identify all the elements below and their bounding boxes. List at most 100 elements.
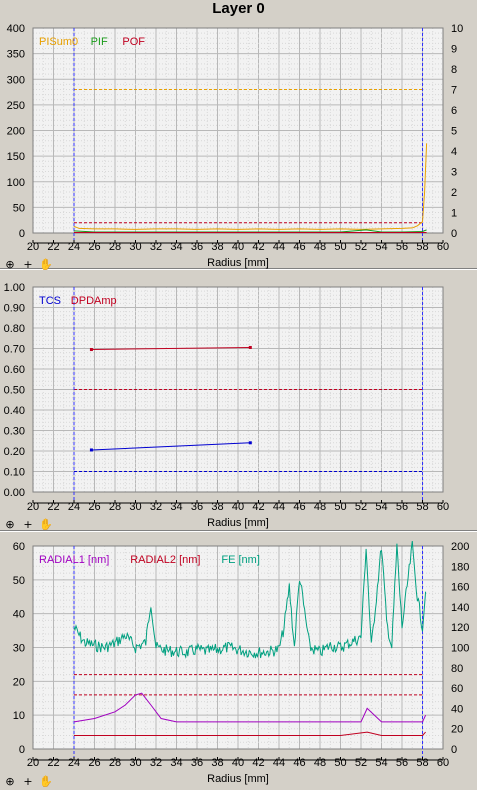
x-tick-label: 34: [170, 757, 182, 769]
y-tick-label: 0.90: [4, 303, 25, 315]
y-tick-label: 350: [7, 49, 25, 61]
y-tick-label: 100: [7, 177, 25, 189]
x-tick-label: 24: [68, 241, 80, 253]
x-tick-label: 42: [252, 757, 264, 769]
y-tick-label: 60: [13, 541, 25, 553]
x-tick-label: 42: [252, 501, 264, 513]
y-tick-label: 0.80: [4, 323, 25, 335]
legend-entry: PISum0: [39, 36, 78, 48]
x-tick-label: 58: [416, 757, 428, 769]
y-tick-label: 150: [7, 151, 25, 163]
y-tick-label: 250: [7, 100, 25, 112]
x-tick-label: 54: [375, 501, 387, 513]
data-point: [248, 441, 252, 445]
x-tick-label: 56: [396, 757, 408, 769]
y2-tick-label: 4: [451, 146, 457, 158]
x-tick-label: 54: [375, 241, 387, 253]
x-axis-label: Radius [mm]: [207, 773, 269, 785]
zoom-icon[interactable]: ⊕: [5, 775, 15, 788]
x-tick-label: 22: [47, 501, 59, 513]
series-line-dpdamp: [91, 347, 251, 350]
x-tick-label: 58: [416, 501, 428, 513]
y2-tick-label: 5: [451, 126, 457, 138]
x-tick-label: 36: [191, 241, 203, 253]
y2-tick-label: 10: [451, 23, 463, 35]
x-tick-label: 52: [355, 757, 367, 769]
x-tick-label: 46: [293, 757, 305, 769]
chart-panel-1: PISum0 PIF POF0501001502002503003504000123…: [7, 23, 464, 269]
y2-tick-label: 80: [451, 663, 463, 675]
hand-pan-icon[interactable]: ✋: [39, 258, 53, 271]
y2-tick-label: 9: [451, 44, 457, 56]
panel-divider: [0, 530, 477, 532]
x-tick-label: 26: [88, 501, 100, 513]
x-tick-label: 20: [27, 501, 39, 513]
data-point: [89, 448, 93, 452]
y2-tick-label: 1: [451, 208, 457, 220]
x-tick-label: 22: [47, 241, 59, 253]
legend-entry: DPDAmp: [71, 295, 117, 307]
y2-tick-label: 60: [451, 683, 463, 695]
y2-tick-label: 100: [451, 643, 469, 655]
y2-tick-label: 140: [451, 602, 469, 614]
y-tick-label: 200: [7, 126, 25, 138]
zoom-icon[interactable]: ⊕: [5, 258, 15, 271]
chart-panel-3: RADIAL1 [nm] RADIAL2 [nm] FE [nm] 0 10 20 30 40…: [13, 541, 470, 785]
y2-tick-label: 160: [451, 582, 469, 594]
x-tick-label: 26: [88, 241, 100, 253]
x-tick-label: 40: [232, 757, 244, 769]
series-line-tcs: [91, 442, 251, 451]
crosshair-icon[interactable]: +: [23, 518, 33, 531]
x-tick-label: 20: [27, 241, 39, 253]
x-tick-label: 20: [27, 757, 39, 769]
y-tick-label: 1.00: [4, 282, 25, 294]
zoom-icon[interactable]: ⊕: [5, 518, 15, 531]
x-tick-label: 32: [150, 757, 162, 769]
plot-frame: [32, 545, 444, 750]
chart-toolbar: ⊕ + ✋: [2, 517, 54, 533]
legend-entry: RADIAL1 [nm]: [39, 554, 109, 566]
y-tick-label: 0: [19, 228, 25, 240]
x-tick-label: 44: [273, 757, 285, 769]
x-tick-label: 48: [314, 757, 326, 769]
hand-pan-icon[interactable]: ✋: [39, 518, 53, 531]
y2-tick-label: 2: [451, 187, 457, 199]
y2-tick-label: 0: [451, 744, 457, 756]
hand-pan-icon[interactable]: ✋: [39, 775, 53, 788]
x-tick-label: 46: [293, 241, 305, 253]
x-tick-label: 44: [273, 241, 285, 253]
y-tick-label: 30: [13, 643, 25, 655]
y-tick-label: 400: [7, 23, 25, 35]
legend-entry: TCS: [39, 295, 61, 307]
x-tick-label: 56: [396, 501, 408, 513]
x-tick-label: 40: [232, 501, 244, 513]
y2-tick-label: 6: [451, 105, 457, 117]
crosshair-icon[interactable]: +: [23, 258, 33, 271]
y2-tick-label: 0: [451, 228, 457, 240]
series-line-fe: [73, 541, 427, 659]
y2-tick-label: 180: [451, 561, 469, 573]
legend-entry: FE [nm]: [221, 554, 260, 566]
chart-panel-2: TCS DPDAmp 0.00 0.10 0.20 0.30 0.40 0.50 0.60 0.7…: [4, 282, 450, 529]
x-tick-label: 52: [355, 241, 367, 253]
x-tick-label: 60: [437, 757, 449, 769]
x-tick-label: 30: [129, 501, 141, 513]
x-tick-label: 30: [129, 241, 141, 253]
y-tick-label: 40: [13, 609, 25, 621]
x-tick-label: 36: [191, 757, 203, 769]
plot-frame: [32, 286, 444, 493]
data-point: [89, 348, 93, 352]
crosshair-icon[interactable]: +: [23, 775, 33, 788]
x-tick-label: 24: [68, 757, 80, 769]
y-tick-label: 0.00: [4, 487, 25, 499]
y2-tick-label: 40: [451, 703, 463, 715]
y-tick-label: 0.60: [4, 364, 25, 376]
y-tick-label: 0.20: [4, 446, 25, 458]
y-tick-label: 10: [13, 710, 25, 722]
series-line-radial2: [74, 731, 426, 736]
series-line-pisum0: [73, 143, 428, 230]
x-tick-label: 28: [109, 241, 121, 253]
y-tick-label: 0.70: [4, 344, 25, 356]
x-tick-label: 30: [129, 757, 141, 769]
